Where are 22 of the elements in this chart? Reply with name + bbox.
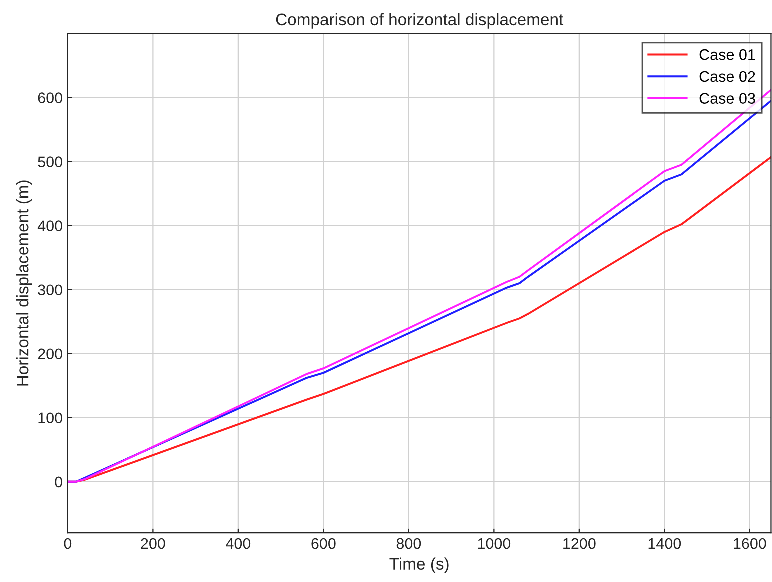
legend-label: Case 02 — [700, 71, 756, 82]
x-axis-title: Time (s) — [390, 558, 449, 574]
x-tick-label: 1400 — [648, 538, 682, 550]
x-tick-label: 1200 — [564, 538, 596, 550]
y-tick-label: 200 — [38, 348, 62, 360]
x-tick-label: 400 — [226, 538, 251, 550]
x-tick-label: 800 — [396, 538, 422, 550]
x-tick-label: 1000 — [478, 538, 511, 550]
legend-label: Case 03 — [700, 93, 756, 104]
y-tick-label: 400 — [38, 220, 62, 232]
y-tick-label: 100 — [38, 412, 62, 424]
x-tick-label: 600 — [312, 538, 336, 550]
x-tick-label: 200 — [141, 538, 166, 550]
y-tick-label: 500 — [38, 156, 62, 168]
y-tick-label: 600 — [38, 92, 62, 104]
y-tick-label: 300 — [38, 284, 62, 296]
chart-title: Comparison of horizontal displacement — [276, 13, 564, 29]
y-axis-title: Horizontal displacement (m) — [16, 180, 32, 386]
legend-label: Case 01 — [700, 49, 756, 60]
x-tick-label: 0 — [64, 538, 72, 550]
y-tick-label: 0 — [55, 476, 62, 488]
x-tick-label: 1600 — [734, 538, 766, 550]
